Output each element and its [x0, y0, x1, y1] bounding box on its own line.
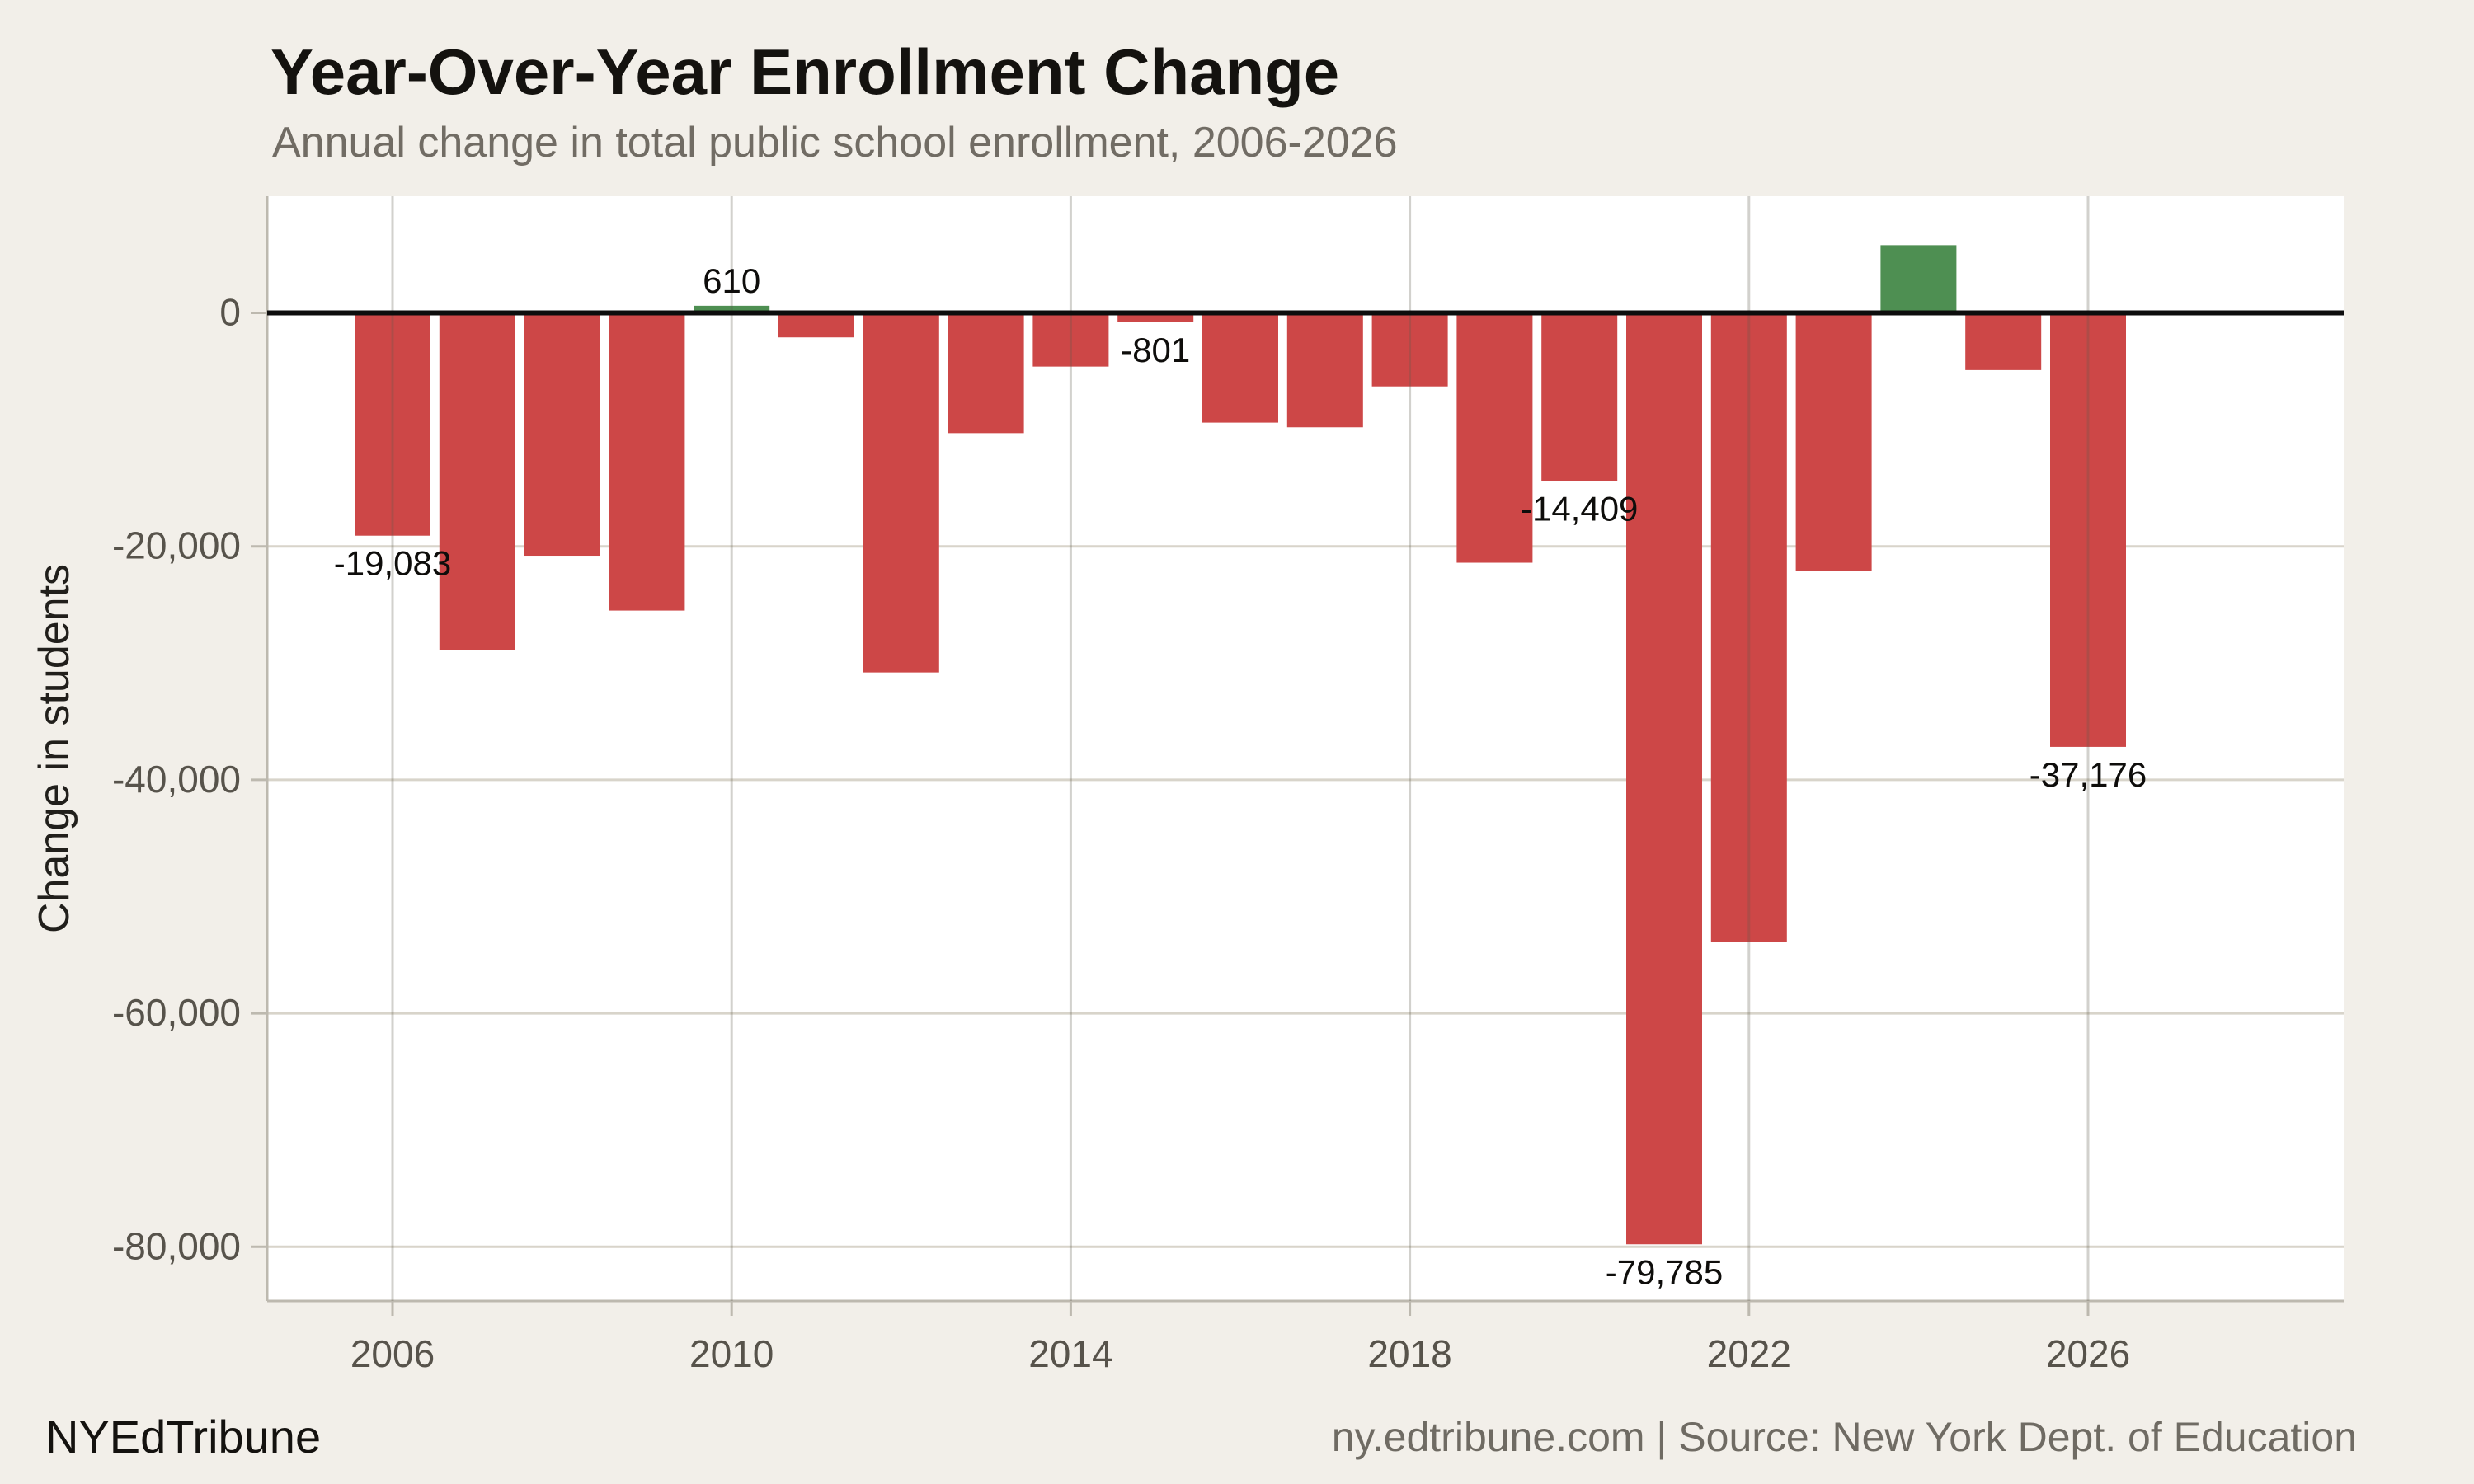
bar-2023 — [1795, 312, 1872, 571]
y-tick-label--40000: -40,000 — [112, 758, 241, 801]
bar-2024 — [1880, 245, 1957, 313]
bar-2012 — [863, 312, 939, 673]
x-tick-label-2026: 2026 — [2046, 1332, 2130, 1375]
y-tick-label--60000: -60,000 — [112, 991, 241, 1034]
page-title: Year-Over-Year Enrollment Change — [270, 35, 1340, 108]
bar-2022 — [1710, 312, 1787, 942]
bar-2015 — [1117, 312, 1194, 322]
bar-2014 — [1032, 312, 1109, 367]
bar-2026 — [2050, 312, 2126, 747]
bar-2017 — [1286, 312, 1363, 428]
y-tick-label--20000: -20,000 — [112, 524, 241, 567]
bar-2007 — [439, 312, 515, 650]
x-tick-label-2010: 2010 — [689, 1332, 774, 1375]
value-label-2026: -37,176 — [2030, 755, 2147, 794]
x-tick-label-2018: 2018 — [1367, 1332, 1451, 1375]
bar-2009 — [609, 312, 685, 611]
y-axis-title: Change in students — [31, 563, 78, 934]
bar-2020 — [1541, 312, 1618, 481]
y-tick-label--80000: -80,000 — [112, 1224, 241, 1267]
chart-subtitle: Annual change in total public school enr… — [272, 119, 1398, 167]
bar-2025 — [1965, 312, 2042, 370]
bar-2019 — [1456, 312, 1533, 563]
bar-2018 — [1371, 312, 1448, 387]
x-tick-label-2006: 2006 — [350, 1332, 435, 1375]
brand-logo: NYEdTribune — [45, 1411, 322, 1463]
bar-2021 — [1626, 312, 1702, 1245]
value-label-2006: -19,083 — [334, 544, 451, 583]
value-label-2010: 610 — [703, 261, 760, 300]
y-tick-label-0: 0 — [219, 291, 241, 334]
source-attribution: ny.edtribune.com | Source: New York Dept… — [1331, 1414, 2357, 1460]
bar-2008 — [524, 312, 600, 556]
value-label-2015: -801 — [1121, 331, 1190, 369]
bar-2016 — [1202, 312, 1278, 423]
x-tick-label-2022: 2022 — [1707, 1332, 1791, 1375]
value-label-2021: -79,785 — [1606, 1252, 1723, 1291]
value-label-2020: -14,409 — [1521, 490, 1638, 528]
bar-2006 — [355, 312, 430, 536]
x-tick-label-2014: 2014 — [1028, 1332, 1112, 1375]
bar-2010 — [694, 305, 770, 313]
bar-2011 — [778, 312, 854, 338]
bar-2013 — [948, 312, 1024, 434]
